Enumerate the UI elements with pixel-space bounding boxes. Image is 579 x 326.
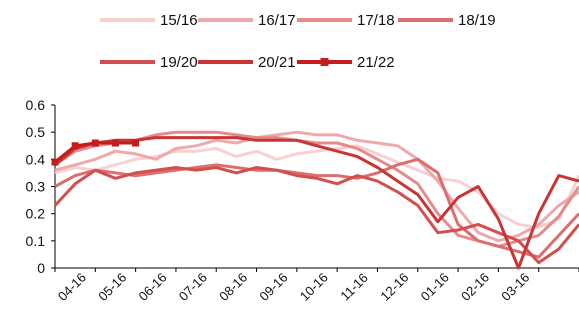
legend-label: 19/20 (160, 54, 198, 71)
series-line-20-21 (54, 136, 579, 270)
data-point-21-22 (91, 139, 99, 147)
y-axis: 0 0.1 0.2 0.3 0.4 0.5 0.6 (26, 97, 56, 276)
x-tick-label: 05-16 (95, 270, 129, 304)
y-tick-label: 0.2 (26, 206, 46, 222)
y-tick-label: 0.6 (26, 97, 46, 113)
y-tick-label: 0 (37, 260, 45, 276)
x-tick-label: 08-16 (216, 270, 250, 304)
series-layer (51, 130, 579, 270)
legend-item: 16/17 (198, 12, 296, 29)
x-tick-label: 11-16 (337, 270, 370, 303)
x-tick-label: 03-16 (498, 270, 532, 304)
legend-label: 21/22 (357, 54, 395, 71)
legend-item: 21/22 (297, 54, 395, 71)
x-tick-label: 06-16 (136, 270, 170, 304)
series-line-19-20 (53, 166, 579, 265)
data-point-21-22 (111, 139, 119, 147)
data-point-21-22 (71, 142, 79, 150)
data-point-21-22 (51, 158, 59, 166)
legend-item: 15/16 (100, 12, 198, 29)
legend-item: 17/18 (297, 12, 395, 29)
series-line-18-19 (54, 157, 579, 259)
x-tick-label: 04-16 (55, 270, 89, 304)
legend: 15/16 16/17 17/18 18/19 19/20 20/21 21/22 (100, 12, 496, 71)
x-axis: 04-16 05-16 06-16 07-16 08-16 09-16 10-16 11-16… (54, 267, 579, 304)
legend-label: 15/16 (160, 12, 198, 29)
y-tick-label: 0.5 (26, 124, 46, 140)
legend-label: 18/19 (458, 12, 496, 29)
x-tick-label: 01-16 (418, 270, 452, 304)
data-point-21-22 (132, 139, 140, 147)
legend-marker (320, 58, 329, 66)
x-tick-label: 10-16 (297, 270, 331, 304)
x-tick-label: 09-16 (256, 270, 290, 304)
series-line-15-16 (54, 144, 579, 229)
y-tick-label: 0.3 (26, 179, 46, 195)
x-tick-label: 12-16 (377, 270, 411, 304)
legend-item: 19/20 (100, 54, 198, 71)
legend-label: 20/21 (258, 54, 296, 71)
legend-label: 16/17 (258, 12, 296, 29)
legend-item: 20/21 (198, 54, 296, 71)
legend-item: 18/19 (398, 12, 496, 29)
x-tick-label: 07-16 (176, 270, 210, 304)
series-line-17-18 (54, 130, 579, 248)
legend-label: 17/18 (357, 12, 395, 29)
series-line-16-17 (54, 130, 579, 243)
x-tick-label: 02-16 (458, 270, 492, 304)
y-tick-label: 0.4 (26, 151, 46, 167)
y-tick-label: 0.1 (26, 233, 46, 249)
